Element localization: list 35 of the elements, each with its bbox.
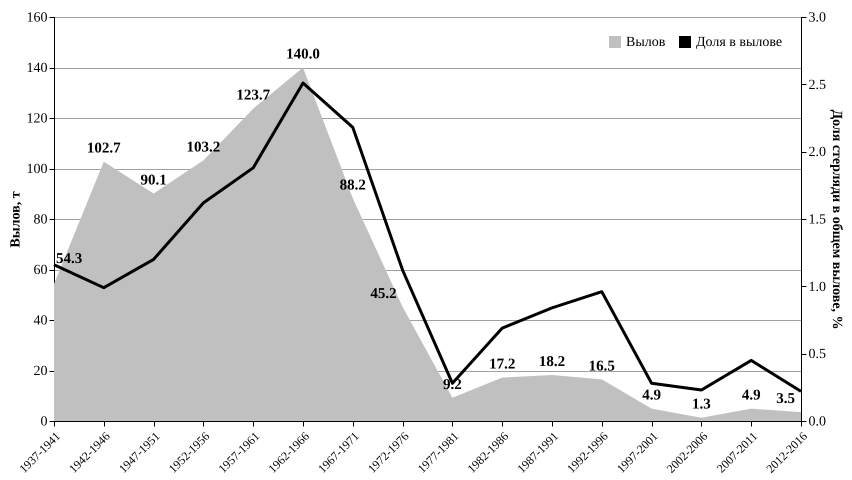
data-label: 4.9 [742,388,761,404]
data-label: 123.7 [236,88,271,104]
y-tick-label: 140 [26,61,48,76]
y-tick-label: 100 [26,162,48,177]
legend-label: Вылов [626,35,666,50]
y2-tick-label: 1.0 [808,280,826,295]
y2-tick-label: 0.0 [808,414,826,430]
y-tick-label: 20 [34,364,48,379]
data-label: 17.2 [489,356,516,373]
legend-label: Доля в вылове [696,35,782,50]
y-tick-label: 60 [34,263,48,278]
y-tick-label: 160 [26,10,48,26]
y2-tick-label: 0.5 [808,347,826,362]
y-axis-title: Вылов, т [8,191,24,248]
y2-tick-label: 3.0 [808,10,826,26]
data-label: 103.2 [186,139,220,156]
data-label: 16.5 [588,358,615,374]
data-label: 18.2 [538,354,566,370]
y-tick-label: 80 [34,212,48,228]
data-label: 3.5 [776,391,795,408]
data-label: 140.0 [286,46,320,62]
y2-axis-title: Доля стерляди в общем вылове, % [829,109,844,330]
data-label: 4.9 [642,388,661,404]
y2-tick-label: 1.5 [808,212,826,228]
y2-tick-label: 2.0 [808,145,826,160]
data-label: 1.3 [692,396,711,413]
data-label: 88.2 [340,177,366,194]
data-label: 45.2 [370,286,397,302]
data-label: 102.7 [86,140,122,157]
y-tick-label: 120 [26,112,48,126]
data-label: 54.3 [56,250,82,267]
data-label: 90.1 [140,172,167,188]
y-tick-label: 0 [40,414,48,430]
y-tick-label: 40 [34,314,48,328]
y2-tick-label: 2.5 [808,78,826,93]
